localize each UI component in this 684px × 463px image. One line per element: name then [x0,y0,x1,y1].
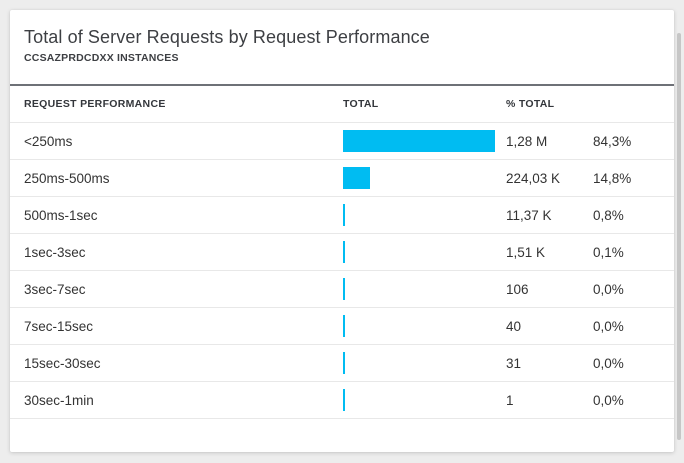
column-header-request-performance[interactable]: REQUEST PERFORMANCE [24,98,166,110]
row-percent-value: 0,1% [593,244,624,260]
row-total-value: 31 [506,355,522,371]
row-label: 30sec-1min [24,392,94,408]
table-row[interactable]: 250ms-500ms 224,03 K 14,8% [10,160,674,197]
bar-cell [343,352,506,374]
vertical-scrollbar-thumb[interactable] [677,33,681,440]
total-bar [343,130,495,152]
row-percent-value: 0,0% [593,318,624,334]
bar-cell [343,130,506,152]
total-bar [343,389,345,411]
row-percent-value: 0,0% [593,355,624,371]
tile-subtitle: CCSAZPRDCDXX INSTANCES [24,52,179,64]
tile-title: Total of Server Requests by Request Perf… [24,27,430,47]
total-bar [343,204,345,226]
total-bar [343,167,370,189]
total-bar [343,315,345,337]
total-bar [343,278,345,300]
row-label: 250ms-500ms [24,170,110,186]
server-requests-tile: Total of Server Requests by Request Perf… [10,10,674,452]
row-total-value: 1,51 K [506,244,546,260]
table-row[interactable]: 1sec-3sec 1,51 K 0,1% [10,234,674,271]
table-row[interactable]: <250ms 1,28 M 84,3% [10,123,674,160]
tile-header: Total of Server Requests by Request Perf… [10,10,674,84]
row-total-value: 1 [506,392,514,408]
column-header-total[interactable]: TOTAL [343,98,379,110]
row-percent-value: 14,8% [593,170,632,186]
bar-cell [343,167,506,189]
table-row[interactable]: 7sec-15sec 40 0,0% [10,308,674,345]
total-bar [343,352,345,374]
row-total-value: 224,03 K [506,170,561,186]
table-row[interactable]: 500ms-1sec 11,37 K 0,8% [10,197,674,234]
row-percent-value: 0,0% [593,392,624,408]
row-total-value: 1,28 M [506,133,548,149]
table-row[interactable]: 3sec-7sec 106 0,0% [10,271,674,308]
bar-cell [343,241,506,263]
row-label: 3sec-7sec [24,281,86,297]
table-header-row: REQUEST PERFORMANCE TOTAL % TOTAL [10,84,674,123]
bar-cell [343,278,506,300]
bar-cell [343,204,506,226]
row-label: <250ms [24,133,73,149]
table-row[interactable]: 15sec-30sec 31 0,0% [10,345,674,382]
row-percent-value: 0,8% [593,207,624,223]
bar-cell [343,389,506,411]
row-total-value: 11,37 K [506,207,552,223]
column-header-percent-total[interactable]: % TOTAL [506,98,555,110]
row-label: 1sec-3sec [24,244,86,260]
table-body: <250ms 1,28 M 84,3% 250ms-500ms 224,03 K… [10,123,674,419]
row-label: 500ms-1sec [24,207,98,223]
row-label: 15sec-30sec [24,355,101,371]
row-percent-value: 84,3% [593,133,632,149]
row-label: 7sec-15sec [24,318,94,334]
total-bar [343,241,345,263]
bar-cell [343,315,506,337]
row-percent-value: 0,0% [593,281,624,297]
row-total-value: 106 [506,281,529,297]
row-total-value: 40 [506,318,522,334]
table-row[interactable]: 30sec-1min 1 0,0% [10,382,674,419]
